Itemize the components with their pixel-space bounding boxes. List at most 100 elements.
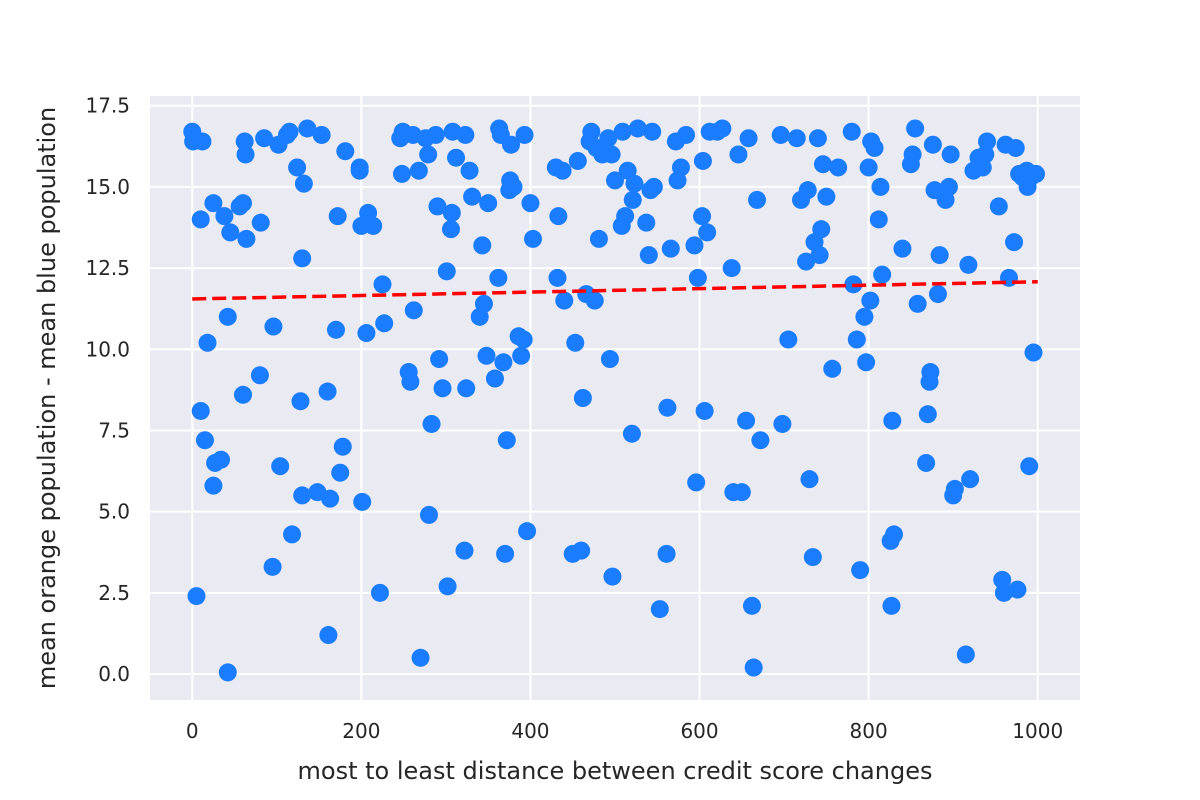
scatter-point: [568, 151, 587, 170]
scatter-point: [808, 129, 827, 148]
scatter-point: [494, 353, 513, 372]
scatter-point: [771, 125, 790, 144]
scatter-point: [419, 145, 438, 164]
scatter-point: [457, 379, 476, 398]
scatter-point: [572, 541, 591, 560]
scatter-point: [829, 158, 848, 177]
scatter-point: [989, 197, 1008, 216]
scatter-point: [438, 577, 457, 596]
scatter-point: [433, 379, 452, 398]
scatter-point: [869, 210, 888, 229]
y-tick-label: 15.0: [85, 175, 130, 199]
x-tick-label: 200: [342, 719, 380, 743]
scatter-point: [221, 223, 240, 242]
scatter-point: [420, 505, 438, 524]
scatter-point: [293, 486, 312, 505]
scatter-point: [930, 246, 949, 265]
scatter-point: [422, 414, 441, 433]
scatter-point: [722, 259, 741, 278]
scatter-point: [865, 138, 884, 157]
scatter-point: [603, 567, 622, 586]
scatter-point: [333, 437, 352, 456]
scatter-point: [288, 158, 307, 177]
scatter-point: [463, 187, 482, 206]
scatter-point: [502, 135, 521, 154]
scatter-point: [994, 583, 1013, 602]
scatter-point: [729, 145, 748, 164]
scatter-point: [283, 525, 302, 544]
scatter-point: [978, 132, 996, 151]
scatter-point: [861, 291, 880, 310]
scatter-point: [737, 411, 756, 430]
scatter-point: [364, 216, 383, 235]
scatter-point: [187, 587, 206, 606]
scatter-point: [518, 522, 537, 541]
scatter-point: [1008, 580, 1027, 599]
scatter-point: [473, 236, 492, 255]
scatter-point: [375, 314, 394, 333]
x-tick-label: 800: [850, 719, 888, 743]
x-axis-ticks: 0 200 400 600 800 1000: [186, 719, 1063, 743]
scatter-point: [426, 125, 445, 144]
scatter-point: [739, 129, 758, 148]
scatter-point: [639, 246, 658, 265]
scatter-points: [183, 119, 1046, 682]
scatter-point: [321, 489, 340, 508]
scatter-point: [1027, 164, 1046, 183]
scatter-point: [497, 431, 516, 450]
scatter-point: [623, 190, 642, 209]
scatter-point: [404, 301, 423, 320]
scatter-point: [447, 148, 466, 167]
scatter-point: [602, 145, 621, 164]
scatter-point: [496, 544, 515, 563]
scatter-point: [921, 363, 940, 382]
scatter-point: [713, 119, 732, 138]
scatter-point: [336, 142, 355, 161]
y-tick-label: 12.5: [85, 256, 130, 280]
scatter-point: [693, 207, 712, 226]
scatter-point: [622, 424, 641, 443]
scatter-point: [625, 174, 644, 193]
y-tick-label: 5.0: [98, 500, 130, 524]
scatter-point: [685, 236, 704, 255]
x-axis-label: most to least distance between credit sc…: [298, 757, 933, 785]
scatter-point: [514, 330, 533, 349]
scatter-point: [477, 346, 496, 365]
scatter-point: [235, 132, 254, 151]
scatter-point: [751, 431, 770, 450]
scatter-point: [350, 158, 369, 177]
scatter-point: [908, 294, 927, 313]
y-tick-label: 17.5: [85, 94, 130, 118]
scatter-point: [883, 411, 902, 430]
scatter-point: [236, 145, 255, 164]
scatter-point: [212, 450, 231, 469]
scatter-point: [521, 194, 540, 213]
scatter-point: [485, 369, 504, 388]
scatter-point: [658, 398, 677, 417]
scatter-point: [810, 246, 829, 265]
scatter-point: [803, 548, 822, 567]
scatter-point: [882, 596, 901, 615]
scatter-point: [573, 389, 592, 407]
scatter-point: [650, 600, 669, 619]
scatter-point: [370, 583, 389, 602]
scatter-point: [643, 122, 662, 141]
scatter-point: [956, 645, 975, 664]
y-axis-label: mean orange population - mean blue popul…: [33, 107, 61, 689]
scatter-point: [1006, 138, 1025, 157]
scatter-point: [688, 268, 707, 287]
scatter-point: [797, 252, 816, 271]
scatter-point: [553, 161, 572, 180]
scatter-point: [411, 648, 430, 667]
scatter-point: [582, 122, 601, 141]
scatter-point: [198, 333, 217, 352]
scatter-point: [873, 265, 892, 284]
scatter-point: [939, 177, 958, 196]
scatter-point: [515, 125, 534, 144]
scatter-point: [392, 164, 411, 183]
scatter-point: [455, 541, 474, 560]
scatter-point: [1024, 343, 1043, 362]
scatter-point: [917, 453, 936, 472]
scatter-point: [331, 463, 350, 482]
scatter-point: [677, 125, 696, 144]
